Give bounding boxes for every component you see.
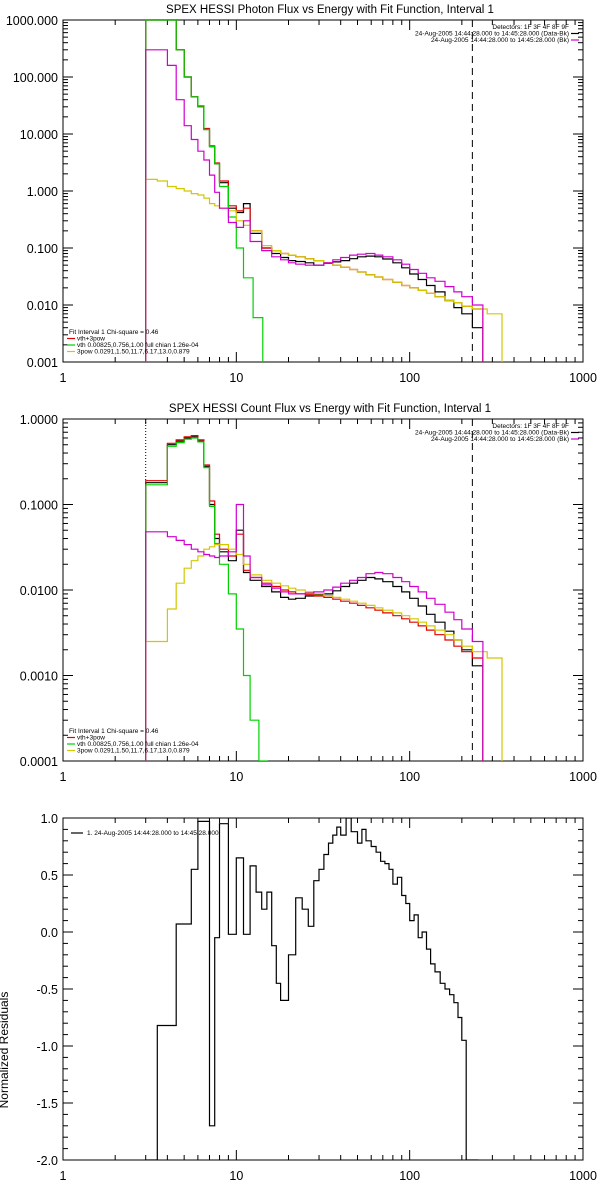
series-green-line xyxy=(145,437,268,761)
y-tick-label: 10.000 xyxy=(20,128,58,142)
residuals-plot: 1 10 100 1000 -2.0 -1.5 -1.0 -0.5 0.0 0.5 1.0 1. 24… xyxy=(36,812,596,1183)
residuals-panel: Normalized Residuals 1 10 100 1000 -2.0 -1.5 -… xyxy=(0,812,597,1183)
top-legend-entry: Detectors: 1F 3F 4F 8F 9F xyxy=(492,24,569,31)
fit-legend-entry: Fit Interval 1 Chi-square = 0.46 xyxy=(69,329,159,336)
series-magenta-line xyxy=(145,49,484,362)
residual-legend-entry: 1. 24-Aug-2005 14:44:28.000 to 14:45:28.… xyxy=(87,830,219,837)
y-tick-label: -2.0 xyxy=(36,1154,58,1168)
y-tick-label: -1.5 xyxy=(36,1097,58,1111)
series-yellow-line xyxy=(145,544,503,761)
top-legend-entry: 24-Aug-2005 14:44:28.000 to 14:45:28.000… xyxy=(415,31,569,38)
fit-legend-entry: vth 0.00825,0.756,1.00 full chian 1.26e-… xyxy=(77,741,199,748)
count-flux-panel: SPEX HESSI Count Flux vs Energy with Fit… xyxy=(20,403,597,784)
fit-legend-entry: vth+3pow xyxy=(77,735,105,742)
count-flux-plot: 1 10 100 1000 0.0001 0.0010 0.0100 0.1000 1.0000… xyxy=(20,413,597,784)
series-black-line xyxy=(145,818,479,1160)
series-magenta-line xyxy=(145,503,484,761)
fit-legend-entry: vth+3pow xyxy=(77,336,105,343)
x-tick-label: 1000 xyxy=(569,1169,597,1183)
top-legend-entry: 24-Aug-2005 14:44:28.000 to 14:45:28.000… xyxy=(415,430,569,437)
series-red-line xyxy=(145,20,484,362)
x-tick-label: 1 xyxy=(60,770,67,784)
x-tick-label: 10 xyxy=(229,371,243,385)
plot-frame xyxy=(62,418,584,762)
y-tick-label: -1.0 xyxy=(36,1040,58,1054)
top-legend-entry: Detectors: 1F 3F 4F 8F 9F xyxy=(492,423,569,430)
fit-legend-entry: 3pow 0.0291,1.50,11.7,6.17,13.0,0.879 xyxy=(77,748,190,755)
series-black-line xyxy=(145,436,484,761)
y-tick-label: 100.000 xyxy=(13,71,58,85)
residuals-ylabel: Normalized Residuals xyxy=(0,992,11,1109)
x-tick-label: 1 xyxy=(60,1169,67,1183)
x-tick-label: 100 xyxy=(399,371,420,385)
photon-flux-title: SPEX HESSI Photon Flux vs Energy with Fi… xyxy=(166,4,494,16)
y-tick-label: 0.010 xyxy=(27,299,58,313)
series-black-line xyxy=(145,20,484,362)
y-tick-label: 1.000 xyxy=(27,185,58,199)
photon-flux-panel: SPEX HESSI Photon Flux vs Energy with Fi… xyxy=(6,4,597,385)
y-tick-label: -0.5 xyxy=(36,983,58,997)
y-tick-label: 0.0100 xyxy=(20,584,58,598)
series-yellow-line xyxy=(145,178,503,362)
x-tick-label: 1000 xyxy=(569,371,597,385)
top-legend-entry: 24-Aug-2005 14:44:28.000 to 14:45:28.000… xyxy=(431,436,569,443)
x-tick-label: 10 xyxy=(229,770,243,784)
x-tick-label: 1 xyxy=(60,371,67,385)
top-legend-entry: 24-Aug-2005 14:44:28.000 to 14:45:28.000… xyxy=(431,37,569,44)
count-flux-title: SPEX HESSI Count Flux vs Energy with Fit… xyxy=(169,403,491,415)
y-tick-label: 1000.000 xyxy=(6,14,58,28)
fit-legend-entry: vth 0.00825,0.756,1.00 full chian 1.26e-… xyxy=(77,342,199,349)
fit-legend-entry: 3pow 0.0291,1.50,11.7,6.17,13.0,0.879 xyxy=(77,349,190,356)
y-tick-label: 1.0 xyxy=(41,812,58,826)
y-tick-label: 0.0 xyxy=(41,926,58,940)
y-tick-label: 0.5 xyxy=(41,869,58,883)
photon-flux-plot: 1 10 100 1000 0.001 0.010 0.100 1.000 10.000 100.… xyxy=(6,14,597,385)
x-tick-label: 100 xyxy=(399,1169,420,1183)
x-tick-label: 1000 xyxy=(569,770,597,784)
fit-legend-entry: Fit Interval 1 Chi-square = 0.46 xyxy=(69,728,159,735)
y-tick-label: 0.0001 xyxy=(20,755,58,769)
series-green-line xyxy=(145,20,264,362)
plot-frame xyxy=(62,19,584,363)
y-tick-label: 1.0000 xyxy=(20,413,58,427)
x-tick-label: 100 xyxy=(399,770,420,784)
y-tick-label: 0.100 xyxy=(27,242,58,256)
x-tick-label: 10 xyxy=(229,1169,243,1183)
y-tick-label: 0.001 xyxy=(27,356,58,370)
y-tick-label: 0.0010 xyxy=(20,670,58,684)
y-tick-label: 0.1000 xyxy=(20,499,58,513)
